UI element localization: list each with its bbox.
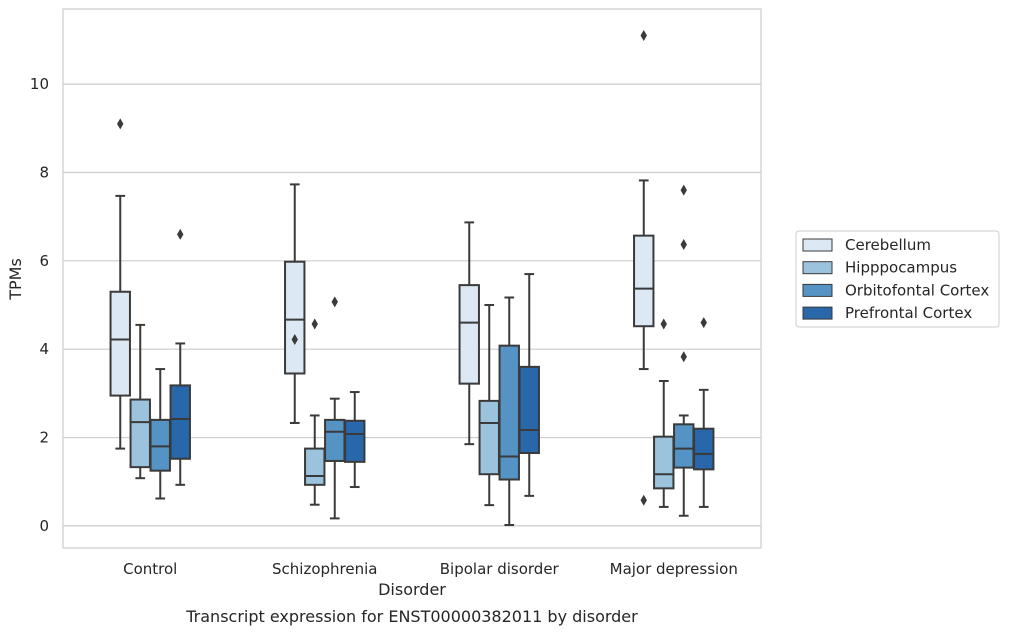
y-tick-label: 2: [39, 429, 49, 447]
box-1-2: [324, 296, 346, 520]
outlier-point: [331, 296, 338, 308]
y-tick-label: 4: [39, 340, 49, 358]
outlier-point: [700, 317, 707, 329]
legend-label: Orbitofontal Cortex: [845, 281, 989, 299]
box-groups: [109, 30, 715, 527]
legend-label: Hipppocampus: [845, 259, 957, 277]
box-0-0: [109, 118, 131, 450]
box-0-3: [169, 228, 191, 486]
box-iqr: [284, 260, 306, 375]
box-3-3: [693, 317, 715, 508]
x-axis-label: Disorder: [378, 580, 446, 599]
y-tick-label: 0: [39, 517, 49, 535]
x-tick-label: Schizophrenia: [272, 560, 377, 578]
legend-swatch: [802, 283, 833, 297]
outlier-point: [117, 118, 124, 130]
box-2-2: [498, 296, 520, 527]
box-iqr: [653, 435, 675, 490]
x-tick-label: Major depression: [610, 560, 738, 578]
box-iqr: [304, 447, 326, 486]
box-2-0: [458, 221, 480, 446]
legend-swatch: [802, 261, 833, 275]
outlier-point: [311, 318, 318, 330]
outlier-point: [680, 351, 687, 363]
outlier-point: [291, 333, 298, 345]
x-tick-label: Control: [123, 560, 177, 578]
y-tick-labels: 0 2 4 6 8 10: [30, 75, 49, 535]
legend-label: Cerebellum: [845, 236, 931, 254]
x-tick-label: Bipolar disorder: [440, 560, 560, 578]
box-1-1: [304, 318, 326, 506]
box-iqr: [693, 427, 715, 471]
box-1-3: [344, 391, 366, 489]
box-iqr: [633, 234, 655, 328]
y-axis-label: TPMs: [6, 258, 25, 301]
box-iqr: [458, 284, 480, 385]
box-iqr: [324, 418, 346, 462]
plot-area-frame: [62, 8, 762, 549]
box-iqr: [169, 384, 191, 460]
legend: Cerebellum Hipppocampus Orbitofontal Corte…: [795, 230, 1000, 328]
x-tick-labels: Control Schizophrenia Bipolar disorder Majo…: [123, 560, 738, 578]
box-2-3: [518, 273, 540, 497]
outlier-point: [660, 318, 667, 330]
box-1-0: [284, 183, 306, 424]
legend-swatch: [802, 238, 833, 252]
outlier-point: [177, 228, 184, 240]
box-0-1: [129, 323, 151, 480]
box-iqr: [673, 423, 695, 469]
box-3-0: [633, 30, 655, 506]
outlier-point: [680, 184, 687, 196]
box-2-1: [478, 304, 500, 507]
y-tick-label: 10: [30, 75, 49, 93]
box-iqr: [344, 419, 366, 463]
box-iqr: [149, 418, 171, 472]
box-3-1: [653, 318, 675, 508]
box-iqr: [129, 398, 151, 469]
chart-caption: Transcript expression for ENST0000038201…: [185, 607, 638, 626]
outlier-point: [640, 494, 647, 506]
box-iqr: [478, 399, 500, 476]
legend-swatch: [802, 306, 833, 320]
box-iqr: [518, 365, 540, 455]
outlier-point: [680, 238, 687, 250]
legend-label: Prefrontal Cortex: [845, 304, 972, 322]
box-3-2: [673, 184, 695, 517]
y-tick-label: 6: [39, 252, 49, 270]
box-0-2: [149, 368, 171, 500]
y-tick-label: 8: [39, 163, 49, 181]
box-iqr: [109, 290, 131, 397]
legend-frame: [795, 230, 1000, 328]
box-iqr: [498, 344, 520, 481]
outlier-point: [640, 30, 647, 42]
